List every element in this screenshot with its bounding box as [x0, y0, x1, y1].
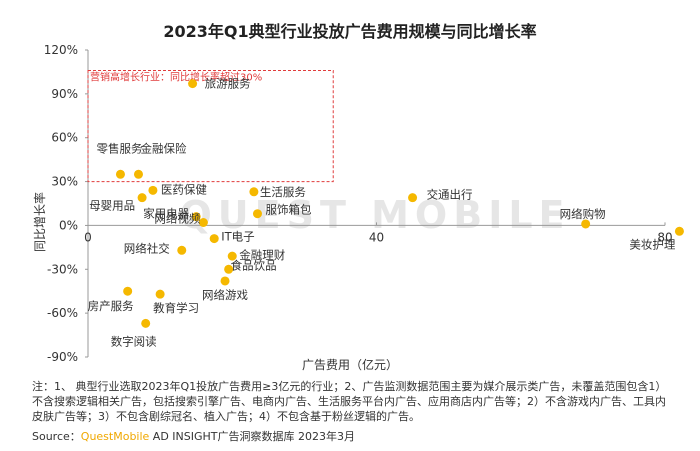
x-axis-title: 广告费用（亿元）	[302, 357, 398, 372]
watermark: QUEST MOBILE	[179, 193, 570, 237]
point-label: 美妆护理	[629, 237, 675, 251]
point-marker	[224, 264, 234, 274]
footnote: 注：1、 典型行业选取2023年Q1投放广告费用≥3亿元的行业；2、广告监测数据…	[32, 380, 667, 423]
point-marker	[177, 245, 187, 255]
y-tick-label: -90%	[47, 350, 78, 364]
highlight-region-box	[87, 69, 334, 183]
point-marker	[133, 169, 143, 179]
point-label: 母婴用品	[89, 199, 135, 213]
point-label: 网络视频	[154, 212, 200, 226]
point-label: 网络游戏	[202, 288, 248, 302]
point-label: 家用电器	[143, 207, 189, 221]
y-tick-label: 60%	[51, 131, 78, 145]
point-marker	[123, 286, 133, 296]
point-label: IT电子	[221, 230, 254, 244]
y-axis-title: 同比增长率	[32, 192, 47, 252]
point-label: 食品饮品	[231, 258, 277, 272]
point-label: 网络社交	[124, 241, 170, 255]
point-marker	[220, 276, 230, 286]
axes-group: 120% 90% 60% 30% 0% -30% -60% -90% 0 40 80	[44, 43, 673, 364]
point-marker	[227, 251, 237, 261]
point-marker	[198, 218, 208, 228]
point-label: 房产服务	[88, 299, 134, 313]
point-label: 服饰箱包	[265, 203, 311, 217]
point-label: 网络购物	[560, 207, 606, 221]
point-marker	[674, 226, 684, 236]
y-tick-label: 30%	[51, 175, 78, 189]
point-marker	[188, 79, 198, 89]
point-marker	[408, 193, 418, 203]
point-label: 旅游服务	[205, 77, 251, 91]
y-tick-label: -60%	[47, 306, 78, 320]
point-label: 交通出行	[427, 188, 473, 202]
x-tick-label: 80	[657, 230, 672, 244]
highlight-region-label: 营销高增长行业：同比增长率超过30%	[90, 70, 262, 83]
point-marker	[209, 234, 219, 244]
point-marker	[249, 187, 259, 197]
point-marker	[155, 289, 165, 299]
point-marker	[252, 209, 262, 219]
chart-title: 2023年Q1典型行业投放广告费用规模与同比增长率	[163, 22, 537, 41]
y-tick-label: 0%	[59, 218, 78, 232]
point-label: 教育学习	[153, 301, 199, 315]
highlight-region-group: 营销高增长行业：同比增长率超过30%	[87, 69, 334, 183]
y-tick-label: 90%	[51, 87, 78, 101]
point-label: 医药保健	[161, 182, 207, 196]
point-label: 金融理财	[239, 248, 285, 262]
point-marker	[115, 169, 125, 179]
y-tick-label: 120%	[44, 43, 78, 57]
source-brand: QuestMobile	[80, 430, 150, 443]
x-tick-label: 0	[84, 230, 92, 244]
point-marker	[581, 219, 591, 229]
point-marker	[137, 193, 147, 203]
point-marker	[148, 185, 158, 195]
source-line: Source：QuestMobile AD INSIGHT广告洞察数据库 202…	[32, 428, 355, 444]
source-prefix: Source：	[32, 430, 81, 443]
point-label: 生活服务	[260, 185, 306, 199]
point-label: 金融保险	[140, 141, 186, 155]
y-tick-label: -30%	[47, 262, 78, 276]
source-suffix: AD INSIGHT广告洞察数据库 2023年3月	[149, 430, 356, 443]
x-tick-label: 40	[369, 230, 384, 244]
point-label: 数字阅读	[111, 334, 157, 348]
point-marker	[191, 212, 201, 222]
point-marker	[141, 318, 151, 328]
point-label: 零售服务	[96, 141, 142, 155]
